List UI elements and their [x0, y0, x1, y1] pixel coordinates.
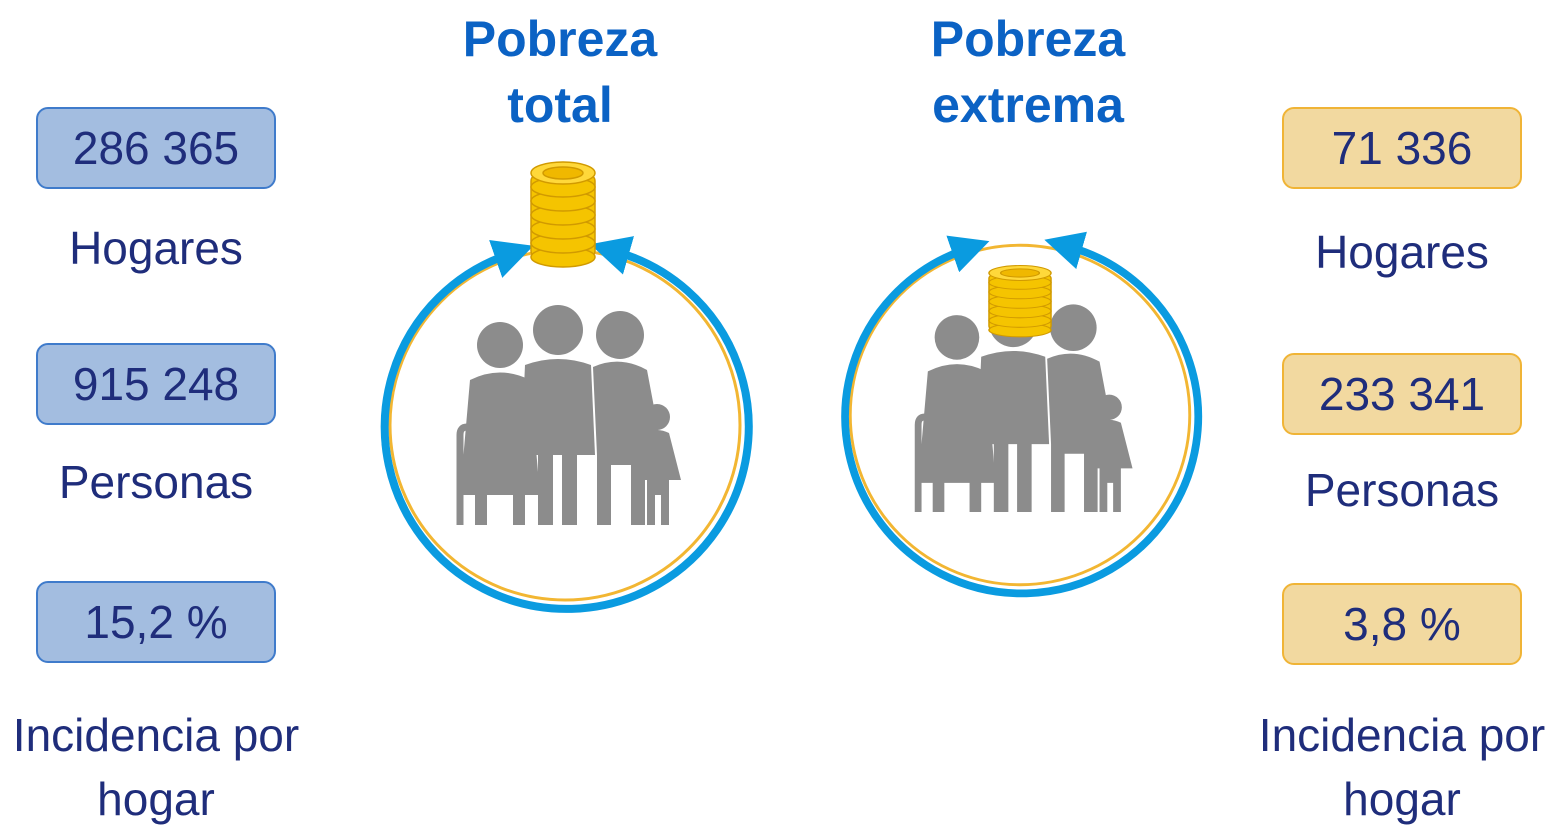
stat-label: Personas — [0, 450, 326, 514]
family-icon — [460, 305, 681, 525]
label-line: hogar — [1232, 767, 1565, 831]
title-line: total — [430, 72, 690, 138]
value-box: 915 248 — [36, 343, 276, 425]
panel-icon — [845, 245, 1198, 593]
page: Pobrezatotal Pobrezaextrema 286 365Hogar… — [0, 0, 1565, 840]
value-box: 3,8 % — [1282, 583, 1522, 665]
value-box: 233 341 — [1282, 353, 1522, 435]
label-line: Incidencia por — [1232, 703, 1565, 767]
coins-icon — [989, 266, 1051, 337]
title-line: Pobreza — [430, 6, 690, 72]
stat-label: Hogares — [1232, 220, 1565, 284]
label-line: hogar — [0, 767, 326, 831]
label-line: Hogares — [0, 216, 326, 280]
value-box: 286 365 — [36, 107, 276, 189]
title-line: Pobreza — [898, 6, 1158, 72]
stat-label: Personas — [1232, 458, 1565, 522]
panel-icon — [385, 162, 749, 609]
label-line: Personas — [0, 450, 326, 514]
label-line: Hogares — [1232, 220, 1565, 284]
label-line: Incidencia por — [0, 703, 326, 767]
title-line: extrema — [898, 72, 1158, 138]
value-box: 71 336 — [1282, 107, 1522, 189]
value-box: 15,2 % — [36, 581, 276, 663]
coins-icon — [531, 162, 595, 267]
stat-label: Hogares — [0, 216, 326, 280]
label-line: Personas — [1232, 458, 1565, 522]
